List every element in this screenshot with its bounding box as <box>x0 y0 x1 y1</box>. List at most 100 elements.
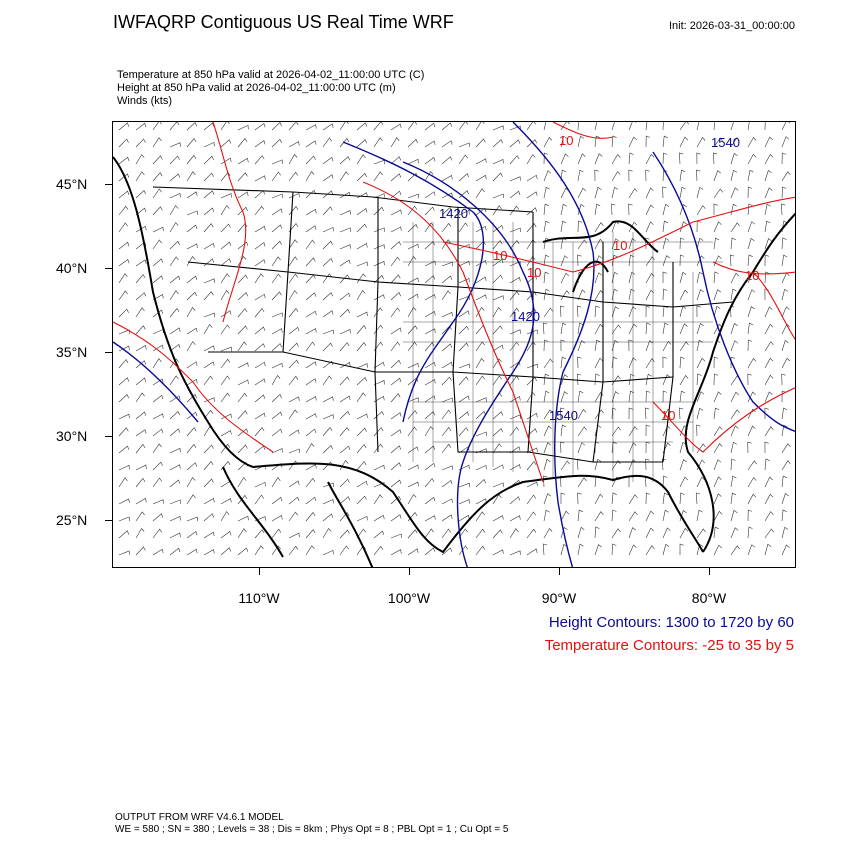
wind-barb <box>781 186 787 199</box>
wind-barb <box>679 356 685 369</box>
wind-barb <box>696 424 701 437</box>
wind-barb <box>169 344 181 352</box>
wind-barb <box>288 460 298 471</box>
wind-barb <box>305 170 315 182</box>
wind-barb <box>152 328 164 335</box>
wind-barb <box>390 412 402 420</box>
wind-barb <box>169 155 180 165</box>
wind-barb <box>458 325 469 335</box>
wind-barb <box>118 359 129 369</box>
wind-barb <box>492 529 503 539</box>
wind-barb <box>356 311 368 318</box>
wind-barb <box>424 140 436 148</box>
wind-barb <box>560 203 567 216</box>
wind-barb <box>152 461 163 471</box>
wind-barb <box>509 227 521 233</box>
wind-barb <box>526 460 537 471</box>
wind-barb <box>576 458 582 471</box>
wind-barb <box>322 396 334 403</box>
wind-barb <box>577 426 587 437</box>
wind-barb <box>526 363 538 369</box>
wind-barb <box>730 475 737 488</box>
wind-barb <box>356 363 368 369</box>
wind-barb <box>424 170 434 182</box>
wind-barb <box>679 186 686 199</box>
wind-barb <box>764 341 774 352</box>
wind-barb <box>271 374 281 386</box>
wind-barb <box>492 325 503 335</box>
wind-barb <box>560 322 567 335</box>
wind-barb <box>305 428 317 437</box>
wind-barb <box>356 122 368 131</box>
wind-barb <box>305 378 317 386</box>
wind-barb <box>203 409 214 420</box>
wind-barb <box>373 514 385 522</box>
wind-barb <box>356 223 367 233</box>
wind-barb <box>288 239 298 250</box>
wind-barb <box>509 290 520 301</box>
wind-barb <box>390 377 402 386</box>
wind-barb <box>441 397 453 403</box>
wind-barb <box>509 464 521 471</box>
wind-barb <box>356 243 368 250</box>
wind-barb <box>560 441 565 454</box>
temperature-contour-label: 10 <box>493 248 507 263</box>
wind-barb <box>118 393 129 403</box>
wind-barb <box>526 122 536 131</box>
wind-barb <box>390 274 401 284</box>
wind-barb <box>237 157 249 165</box>
wind-barb <box>203 190 215 199</box>
wind-barb <box>322 513 334 522</box>
wind-barb <box>390 327 402 335</box>
wind-barb <box>679 254 685 267</box>
wind-barb <box>220 547 232 556</box>
wind-barb <box>747 122 750 131</box>
wind-barb <box>577 477 587 488</box>
wind-barb <box>730 323 738 335</box>
wind-barb <box>424 222 434 233</box>
wind-barb <box>135 377 147 386</box>
wind-barb <box>118 329 130 335</box>
wind-barb <box>271 224 283 233</box>
wind-barb <box>730 153 738 165</box>
wind-barb <box>458 310 470 318</box>
wind-barb <box>118 377 130 386</box>
wind-barb <box>509 139 521 148</box>
wind-barb <box>118 445 130 454</box>
wind-barb <box>152 443 162 454</box>
wind-barb <box>781 424 788 437</box>
wind-barb <box>254 205 265 216</box>
wind-barb <box>339 329 351 335</box>
wind-barb <box>237 362 249 369</box>
wind-barb <box>390 241 401 250</box>
wind-barb <box>458 173 469 182</box>
wind-barb <box>339 244 351 250</box>
wind-barb <box>661 458 667 471</box>
wind-barb <box>628 271 636 284</box>
wind-barb <box>203 223 214 233</box>
wind-barb <box>203 207 215 216</box>
wind-barb <box>407 481 419 488</box>
wind-barb <box>764 407 769 420</box>
wind-barb <box>407 464 419 471</box>
wind-barb <box>492 411 504 420</box>
wind-barb <box>509 190 521 199</box>
wind-barb <box>577 187 587 199</box>
temperature-contour <box>442 196 795 273</box>
wind-barb <box>526 428 538 437</box>
wind-barb <box>237 191 249 199</box>
wind-barb <box>169 358 179 369</box>
wind-barb <box>288 342 299 352</box>
wind-barb <box>220 460 231 471</box>
wind-barb <box>594 238 604 250</box>
wind-barb <box>424 426 434 437</box>
wind-barb <box>203 361 215 369</box>
wind-barb <box>152 239 162 250</box>
wind-barb <box>594 169 599 182</box>
wind-barb <box>441 222 452 233</box>
init-time: Init: 2026-03-31_00:00:00 <box>669 20 795 32</box>
wind-barb <box>339 529 350 539</box>
wind-barb <box>662 237 670 250</box>
wind-barb <box>764 391 773 403</box>
wind-barb <box>373 294 385 301</box>
